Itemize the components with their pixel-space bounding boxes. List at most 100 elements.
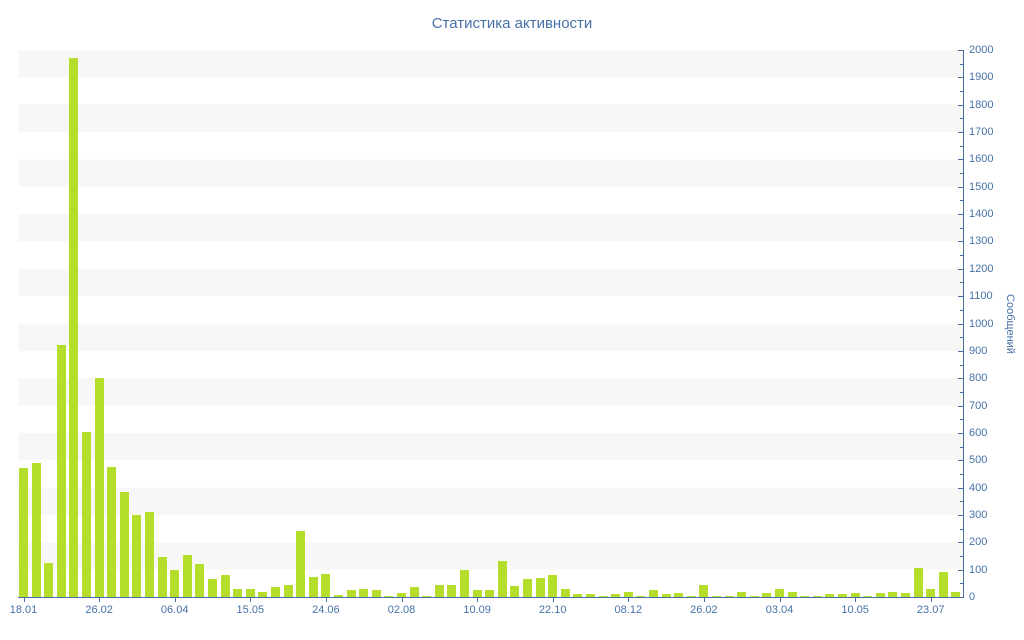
bar [800,595,810,597]
bar [258,591,268,597]
y-minor-tick [960,309,963,311]
bar [422,595,432,597]
bar [157,557,167,597]
y-major-tick [958,405,963,407]
y-major-tick [958,296,963,298]
bar [913,568,923,597]
x-tick [250,598,252,602]
x-tick [477,598,479,602]
y-minor-tick [960,337,963,339]
y-minor-tick [960,255,963,257]
bar [661,594,671,597]
bar [296,531,306,597]
y-tick-label: 500 [969,454,988,467]
x-tick [552,598,554,602]
x-tick [325,598,327,602]
bar [460,569,469,597]
bar [850,592,860,597]
y-major-tick [958,460,963,462]
bar [787,591,797,597]
bar [132,514,142,597]
y-major-tick [958,77,963,79]
bar [611,594,621,597]
y-minor-tick [960,118,963,120]
bar [82,431,91,597]
bar [397,592,406,597]
bar [838,594,847,597]
bar [535,577,545,597]
y-tick-label: 1900 [969,71,994,84]
y-tick-label: 1000 [969,317,994,330]
bar [334,594,343,597]
x-tick-label: 10.09 [463,604,491,616]
bar [737,591,747,597]
x-tick-label: 26.02 [690,604,718,616]
y-tick-label: 1400 [969,208,994,221]
y-minor-tick [960,227,963,229]
x-tick-label: 15.05 [236,604,265,616]
x-tick [401,598,403,602]
y-tick-label: 600 [969,426,988,439]
y-major-tick [958,597,963,598]
bar [233,588,243,597]
y-major-tick [958,432,963,434]
bar [623,591,633,597]
y-tick-label: 800 [969,372,988,385]
y-minor-tick [960,419,963,421]
x-tick [779,598,781,602]
x-tick-label: 03.04 [765,604,794,616]
y-major-tick [958,186,963,188]
y-major-tick [958,569,963,571]
plot-area [18,50,963,597]
bar [434,584,444,597]
y-minor-tick [960,555,963,557]
y-tick-label: 1600 [969,153,994,166]
y-major-tick [958,350,963,352]
y-minor-tick [960,282,963,284]
bar [485,590,495,597]
y-axis-title: Сообщений [1004,293,1016,354]
y-axis-line [963,50,964,598]
x-tick [628,598,630,602]
bar [749,595,759,597]
x-tick-label: 22.10 [538,604,567,616]
x-tick [23,598,25,602]
y-minor-tick [960,391,963,393]
bar [69,58,79,597]
y-major-tick [958,542,963,544]
y-tick-label: 0 [969,591,976,603]
bar [208,579,217,597]
bar [825,594,835,597]
y-tick-label: 100 [969,563,988,576]
bar [762,592,772,597]
bar [56,345,66,597]
x-tick-label: 06.04 [160,604,189,616]
bar [636,595,646,597]
bar [497,561,507,597]
y-major-tick [958,487,963,489]
bar [346,590,356,597]
y-major-tick [958,159,963,161]
bar [724,595,734,597]
bar [686,595,696,597]
bar [182,554,192,597]
x-tick-label: 18.01 [9,604,38,616]
bar [245,588,255,597]
y-minor-tick [960,200,963,202]
bar [19,468,28,597]
bar [107,467,117,597]
y-tick-label: 1200 [969,262,994,275]
y-minor-tick [960,583,963,585]
bar [220,575,230,597]
x-axis-line [18,597,964,598]
bar [863,595,873,597]
bar [308,576,318,597]
bar [94,378,104,597]
y-minor-tick [960,501,963,503]
bar [598,595,608,597]
bar [321,573,331,597]
bar [523,579,532,597]
x-tick-label: 02.08 [387,604,416,616]
bar [926,588,936,597]
